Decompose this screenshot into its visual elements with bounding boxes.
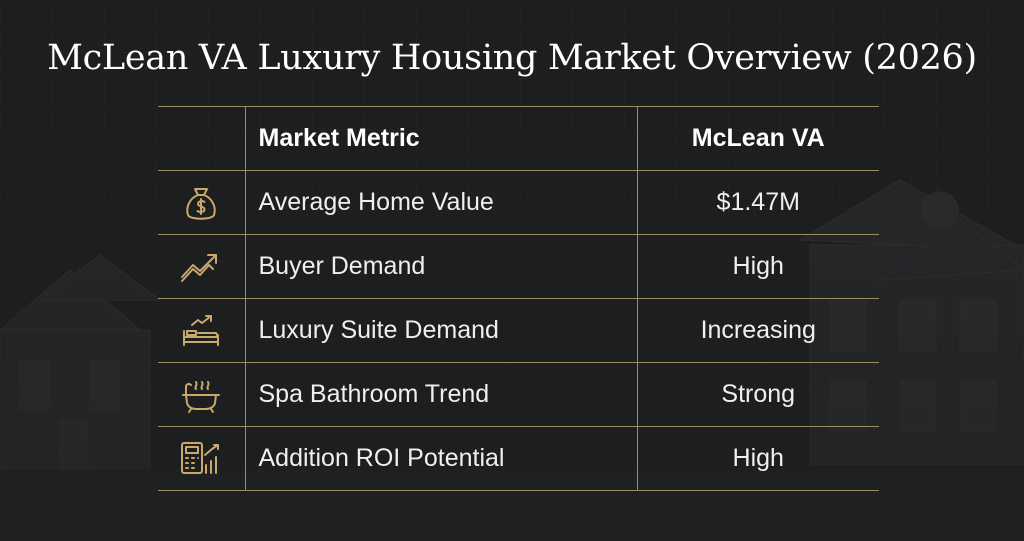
metric-value: $1.47M [637, 170, 879, 235]
bathtub-icon [158, 375, 245, 415]
header-mclean-va: McLean VA [637, 106, 879, 171]
calculator-chart-icon [158, 439, 245, 479]
market-overview-table-container: Market Metric McLean VA Average Ho [158, 106, 879, 491]
metric-label: Luxury Suite Demand [245, 298, 638, 363]
trend-up-icon [158, 247, 245, 287]
metric-label: Spa Bathroom Trend [245, 362, 638, 427]
table-row: Luxury Suite Demand Increasing [158, 298, 879, 363]
metric-value: High [637, 426, 879, 491]
table-row: Spa Bathroom Trend Strong [158, 362, 879, 427]
header-icon-cell [158, 106, 246, 171]
metric-value: High [637, 234, 879, 299]
market-overview-table: Market Metric McLean VA Average Ho [158, 106, 879, 491]
metric-label: Average Home Value [245, 170, 638, 235]
bed-trend-icon [158, 311, 245, 351]
table-row: Average Home Value $1.47M [158, 170, 879, 235]
page-title: McLean VA Luxury Housing Market Overview… [47, 38, 977, 78]
metric-label: Addition ROI Potential [245, 426, 638, 491]
money-bag-icon [158, 183, 245, 223]
metric-value: Strong [637, 362, 879, 427]
metric-label: Buyer Demand [245, 234, 638, 299]
header-market-metric: Market Metric [245, 106, 638, 171]
metric-value: Increasing [637, 298, 879, 363]
table-row: Buyer Demand High [158, 234, 879, 299]
table-row: Addition ROI Potential High [158, 426, 879, 491]
table-header-row: Market Metric McLean VA [158, 106, 879, 171]
